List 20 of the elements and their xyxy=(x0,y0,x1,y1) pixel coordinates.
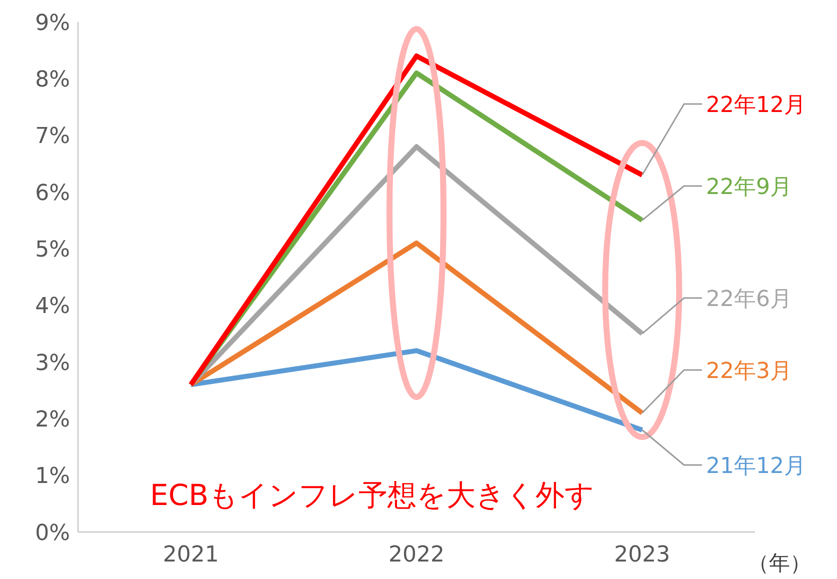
text: 22年3月 xyxy=(706,359,792,384)
text: 22年12月 xyxy=(706,93,806,118)
y-tick-label: 3% xyxy=(35,350,70,376)
y-tick-label: 9% xyxy=(35,10,70,36)
x-tick-label: 2023 xyxy=(614,542,670,568)
annotation: ECBもインフレ予想を大きく外す xyxy=(150,478,594,512)
y-tick-label: 4% xyxy=(35,294,70,320)
y-tick-label: 6% xyxy=(35,180,70,206)
x-axis-title: （年） xyxy=(748,551,811,575)
text: 21年12月 xyxy=(706,454,806,479)
y-tick-label: 1% xyxy=(35,464,70,490)
y-tick-label: 0% xyxy=(35,520,70,546)
x-tick-label: 2021 xyxy=(162,542,219,568)
text: 22年9月 xyxy=(706,175,792,200)
text: 22年6月 xyxy=(706,287,792,312)
y-tick-label: 2% xyxy=(35,407,70,432)
x-tick-label: 2022 xyxy=(388,542,444,568)
y-tick-label: 8% xyxy=(35,67,70,92)
y-tick-label: 7% xyxy=(35,124,70,150)
y-tick-label: 5% xyxy=(35,237,70,262)
